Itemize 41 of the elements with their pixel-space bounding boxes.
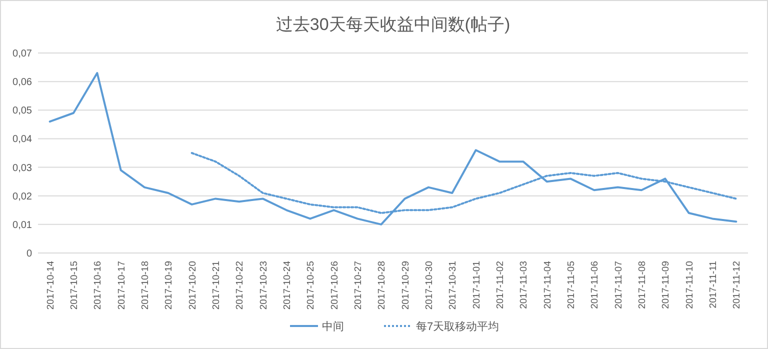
x-tick-label: 2017-11-11 xyxy=(708,261,719,308)
x-tick-label: 2017-10-26 xyxy=(329,261,340,310)
y-tick-label: 0,05 xyxy=(12,106,32,117)
x-tick-label: 2017-10-20 xyxy=(187,261,198,310)
x-tick-label: 2017-10-30 xyxy=(424,261,435,310)
x-tick-label: 2017-11-06 xyxy=(590,261,601,309)
x-tick-label: 2017-10-25 xyxy=(306,261,317,310)
x-tick-label: 2017-11-07 xyxy=(613,261,624,309)
x-tick-label: 2017-11-09 xyxy=(660,261,672,309)
x-tick-label: 2017-10-18 xyxy=(140,261,151,310)
x-tick-label: 2017-10-15 xyxy=(69,261,80,310)
x-tick-label: 2017-10-14 xyxy=(45,261,56,310)
x-tick-label: 2017-10-23 xyxy=(258,261,270,310)
x-tick-label: 2017-10-16 xyxy=(92,261,104,310)
x-tick-label: 2017-10-31 xyxy=(448,261,459,310)
legend-label: 每7天取移动平均 xyxy=(416,321,500,333)
y-tick-label: 0,02 xyxy=(12,191,32,202)
x-tick-label: 2017-10-19 xyxy=(164,261,175,310)
x-tick-label: 2017-11-04 xyxy=(542,261,554,309)
x-tick-label: 2017-11-08 xyxy=(637,261,648,309)
x-tick-label: 2017-10-21 xyxy=(211,261,222,310)
x-tick-label: 2017-11-03 xyxy=(518,261,530,309)
y-tick-label: 0,07 xyxy=(12,48,32,60)
x-tick-label: 2017-10-27 xyxy=(353,261,364,310)
legend-label: 中间 xyxy=(322,320,344,333)
title: 过去30天每天收益中间数(帖子) xyxy=(276,15,510,34)
x-tick-label: 2017-10-28 xyxy=(376,261,388,310)
x-tick-label: 2017-11-05 xyxy=(566,261,577,309)
x-tick-label: 2017-10-29 xyxy=(400,261,412,310)
x-tick-label: 2017-10-24 xyxy=(282,261,293,310)
y-tick-label: 0,01 xyxy=(12,220,32,231)
y-tick-label: 0 xyxy=(26,248,32,260)
x-tick-label: 2017-11-12 xyxy=(732,261,743,309)
x-tick-label: 2017-11-02 xyxy=(495,261,506,309)
x-tick-label: 2017-10-17 xyxy=(116,261,128,310)
x-tick-label: 2017-11-01 xyxy=(471,261,482,309)
x-tick-label: 2017-10-22 xyxy=(234,261,246,310)
x-tick-label: 2017-11-10 xyxy=(684,261,696,309)
y-tick-label: 0,03 xyxy=(12,162,32,174)
y-tick-label: 0,06 xyxy=(12,77,32,88)
y-tick-label: 0,04 xyxy=(12,134,32,146)
